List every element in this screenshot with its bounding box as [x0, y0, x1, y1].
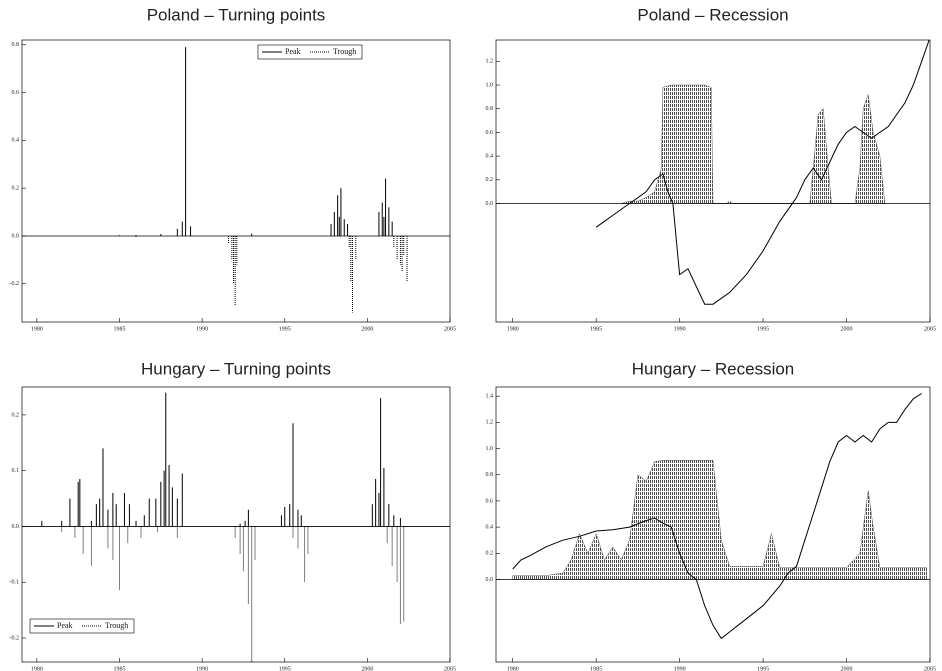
y-tick-label: 1.0 [486, 446, 494, 452]
legend-label: Peak [285, 47, 301, 56]
x-tick-label: 1995 [757, 326, 769, 332]
x-tick-label: 1985 [590, 666, 602, 671]
y-tick-label: 0.6 [486, 498, 494, 504]
y-tick-label: 0.4 [486, 153, 494, 159]
x-tick-label: 1995 [279, 666, 291, 671]
y-tick-label: 0.4 [12, 138, 20, 144]
panel-title: Poland – Turning points [147, 5, 326, 24]
x-tick-label: 2000 [841, 666, 853, 671]
panel: Hungary – Turning points 0.0 0.1 0.2 -0.1 -0.… [10, 359, 457, 671]
y-tick-label: 1.4 [486, 394, 494, 400]
x-tick-label: 2000 [841, 326, 853, 332]
y-tick-label: 0.6 [12, 90, 20, 96]
recession-area [512, 460, 927, 580]
y-tick-label: 0.6 [486, 130, 494, 136]
x-tick-label: 1985 [590, 326, 602, 332]
plot-area [512, 393, 927, 640]
y-tick-label: 1.0 [486, 82, 494, 88]
x-tick-label: 1985 [113, 666, 125, 671]
plot-frame [21, 386, 451, 663]
legend-label: Trough [333, 47, 356, 56]
x-tick-label: 1995 [279, 326, 291, 332]
panel: Hungary – Recession 0.0 0.2 0.4 0.6 0.8 1.0 1.2… [486, 359, 937, 671]
legend-label: Trough [105, 621, 128, 630]
x-tick-label: 1980 [31, 326, 43, 332]
panel: Poland – Recession 0.0 0.2 0.4 0.6 0.8 1.0 1.2 1… [486, 5, 937, 332]
plot-frame [495, 39, 931, 323]
panel: Poland – Turning points 0.0 0.2 0.4 0.6 0.8 -0… [10, 5, 457, 332]
y-tick-label: -0.1 [10, 580, 20, 586]
legend: Peak Trough [257, 44, 363, 60]
panel-title: Hungary – Turning points [141, 359, 331, 378]
plot-area [41, 392, 405, 662]
x-tick-label: 2005 [444, 326, 456, 332]
y-tick-label: 1.2 [486, 59, 494, 65]
x-tick-label: 1980 [507, 666, 519, 671]
legend: Peak Trough [29, 618, 135, 634]
y-tick-label: 1.2 [486, 420, 494, 426]
y-tick-label: 0.8 [12, 42, 20, 48]
legend-label: Peak [57, 621, 73, 630]
y-tick-label: 0.0 [486, 577, 494, 583]
x-tick-label: 2005 [924, 326, 936, 332]
recession-area [621, 84, 886, 204]
y-tick-label: -0.2 [10, 281, 20, 287]
plot-frame [495, 386, 931, 663]
y-tick-label: 0.2 [12, 186, 20, 192]
x-tick-label: 1990 [674, 666, 686, 671]
x-tick-label: 2000 [361, 666, 373, 671]
x-tick-label: 1990 [196, 326, 208, 332]
series-line [512, 393, 922, 640]
plot-area [118, 47, 408, 313]
y-tick-label: 0.8 [486, 106, 494, 112]
x-tick-label: 2005 [924, 666, 936, 671]
y-tick-label: 0.0 [486, 201, 494, 207]
x-tick-label: 1980 [507, 326, 519, 332]
panel-title: Poland – Recession [637, 5, 788, 24]
x-tick-label: 1985 [113, 326, 125, 332]
y-tick-label: 0.8 [486, 472, 494, 478]
x-tick-label: 2005 [444, 666, 456, 671]
x-tick-label: 1995 [757, 666, 769, 671]
x-tick-label: 1990 [674, 326, 686, 332]
panel-title: Hungary – Recession [632, 359, 795, 378]
y-tick-label: 0.2 [486, 551, 494, 557]
series-line [595, 40, 930, 305]
y-tick-label: 0.1 [12, 468, 20, 474]
x-tick-label: 2000 [361, 326, 373, 332]
x-tick-label: 1980 [31, 666, 43, 671]
y-tick-label: 0.0 [12, 233, 20, 239]
y-tick-label: 0.2 [12, 412, 20, 418]
y-tick-label: 0.2 [486, 177, 494, 183]
y-tick-label: 0.4 [486, 524, 494, 530]
x-tick-label: 1990 [196, 666, 208, 671]
y-tick-label: -0.2 [10, 635, 20, 641]
plot-area [595, 40, 930, 305]
y-tick-label: 0.0 [12, 524, 20, 530]
plot-frame [21, 39, 451, 323]
